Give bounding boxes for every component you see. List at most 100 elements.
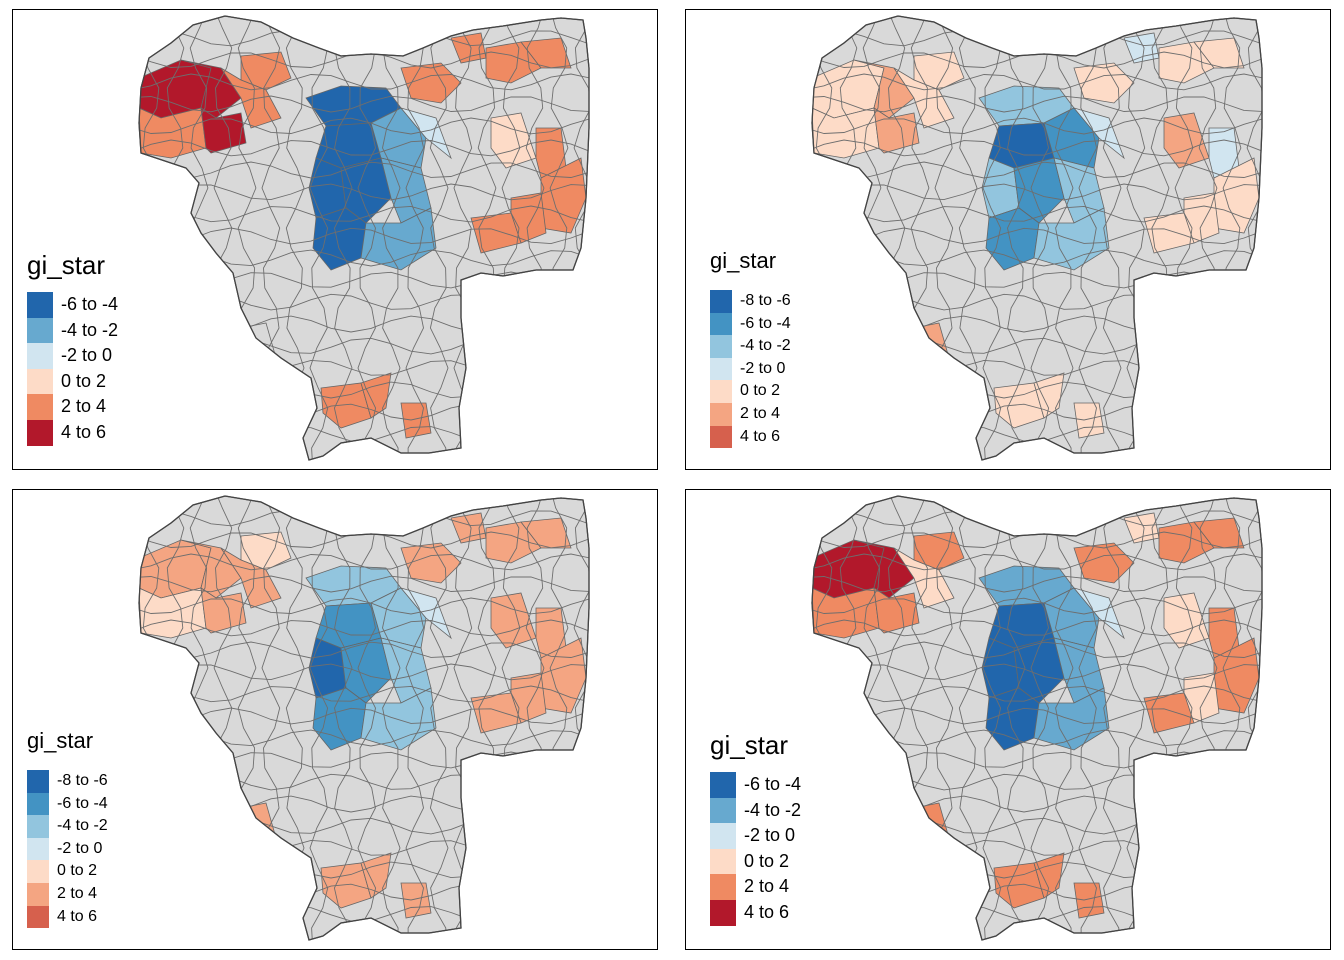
- legend-swatch: [710, 335, 732, 358]
- map-regions: [139, 16, 589, 460]
- legend-swatch: [710, 290, 732, 313]
- legend-label: 2 to 4: [61, 396, 107, 417]
- map-region: [1072, 587, 1125, 640]
- legend-swatch: [27, 770, 49, 793]
- legend-label: 4 to 6: [740, 427, 781, 445]
- legend-label: 4 to 6: [61, 422, 107, 442]
- map-region: [913, 531, 965, 571]
- map-region: [400, 882, 432, 919]
- map-region: [400, 402, 432, 439]
- legend-label: 2 to 4: [740, 405, 781, 422]
- map-region: [399, 587, 452, 640]
- map-region: [220, 547, 282, 609]
- map-region: [340, 637, 392, 704]
- legend-swatch: [27, 837, 49, 861]
- legend-swatch: [27, 792, 49, 816]
- legend-label: -8 to -6: [57, 772, 108, 789]
- map-panel-top-left: gi_star -6 to -4 -4 to -2 -2 to 0 0 to 2 2 t…: [12, 9, 658, 470]
- legend-label: 4 to 6: [744, 902, 790, 922]
- legend-swatch: [27, 860, 49, 883]
- legend-label: 0 to 2: [61, 370, 107, 391]
- legend-label: 0 to 2: [744, 850, 790, 871]
- choropleth-map: [138, 15, 590, 461]
- map-panel-bottom-right: gi_star -6 to -4 -4 to -2 -2 to 0 0 to 2 2 t…: [685, 489, 1331, 950]
- map-outline: [811, 15, 1263, 461]
- legend-title: gi_star: [27, 250, 106, 280]
- map-region: [450, 512, 487, 544]
- map-regions: [812, 496, 1262, 940]
- legend-swatch: [710, 380, 732, 403]
- legend-swatch: [710, 357, 732, 381]
- legend-label: -6 to -4: [57, 794, 108, 812]
- legend-swatch: [27, 292, 53, 318]
- legend-title: gi_star: [710, 248, 777, 273]
- map-region: [1033, 207, 1110, 271]
- map-region: [1163, 592, 1210, 649]
- map-region: [1193, 517, 1245, 549]
- legend-label: -4 to -2: [61, 319, 119, 340]
- map-region: [1073, 882, 1105, 919]
- legend-label: -2 to 0: [61, 345, 113, 366]
- legend-swatch: [710, 900, 736, 926]
- legend-label: -6 to -4: [61, 294, 119, 314]
- legend-label: -2 to 0: [744, 825, 796, 846]
- legend-swatch: [710, 797, 736, 824]
- map-region: [450, 32, 487, 64]
- legend-swatch: [27, 420, 53, 446]
- legend-swatch: [710, 823, 736, 849]
- legend-label: -8 to -6: [740, 292, 791, 309]
- map-outline: [138, 495, 590, 941]
- map-region: [240, 51, 292, 91]
- legend-swatch: [27, 368, 53, 395]
- map-region: [893, 67, 955, 129]
- map-outline: [811, 495, 1263, 941]
- choropleth-map: [811, 15, 1263, 461]
- legend-label: -4 to -2: [740, 337, 791, 355]
- legend-title: gi_star: [27, 728, 94, 753]
- legend-label: -2 to 0: [57, 839, 103, 857]
- map-region: [1033, 687, 1110, 751]
- legend-swatch: [710, 772, 736, 798]
- legend-swatch: [710, 312, 732, 336]
- legend-label: 0 to 2: [57, 862, 98, 880]
- legend-swatch: [27, 317, 53, 344]
- map-region: [520, 517, 572, 549]
- legend-label: 2 to 4: [57, 885, 98, 902]
- legend-swatch: [27, 883, 49, 906]
- legend-label: 2 to 4: [744, 876, 790, 897]
- map-outline: [138, 15, 590, 461]
- map-region: [490, 112, 537, 169]
- legend-label: 4 to 6: [57, 907, 98, 925]
- choropleth-map: [138, 495, 590, 941]
- map-region: [1123, 32, 1160, 64]
- map-region: [240, 531, 292, 571]
- legend-label: 0 to 2: [740, 382, 781, 400]
- map-region: [1163, 112, 1210, 169]
- map-region: [913, 51, 965, 91]
- map-panel-bottom-left: gi_star -8 to -6 -6 to -4 -4 to -2 -2 to 0 0…: [12, 489, 658, 950]
- legend-swatch: [27, 343, 53, 369]
- map-region: [893, 547, 955, 609]
- legend-label: -4 to -2: [57, 817, 108, 835]
- map-region: [399, 107, 452, 160]
- legend-label: -6 to -4: [744, 774, 802, 794]
- map-panel-top-right: gi_star -8 to -6 -6 to -4 -4 to -2 -2 to 0 0…: [685, 9, 1331, 470]
- map-region: [1013, 637, 1065, 704]
- legend-swatch: [710, 425, 732, 449]
- legend-label: -4 to -2: [744, 799, 802, 820]
- map-region: [340, 157, 392, 224]
- legend-swatch: [27, 905, 49, 929]
- legend-title: gi_star: [710, 730, 789, 760]
- map-region: [520, 37, 572, 69]
- legend-swatch: [710, 403, 732, 426]
- map-region: [1073, 402, 1105, 439]
- legend-label: -6 to -4: [740, 314, 791, 332]
- legend-swatch: [27, 815, 49, 838]
- map-region: [360, 687, 437, 751]
- legend-swatch: [710, 874, 736, 900]
- map-region: [220, 67, 282, 129]
- map-region: [1123, 512, 1160, 544]
- legend-swatch: [27, 394, 53, 420]
- map-region: [1193, 37, 1245, 69]
- map-region: [1072, 107, 1125, 160]
